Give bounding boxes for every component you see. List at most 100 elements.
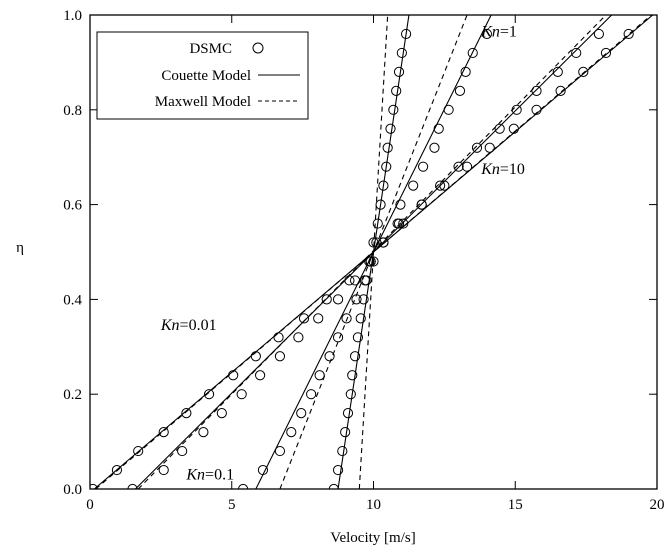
dsmc-point-kn-0.1 (236, 389, 247, 400)
dsmc-point-kn-10 (378, 180, 389, 191)
maxwell-line-kn-10 (358, 15, 389, 489)
dsmc-point-kn-1 (418, 161, 429, 172)
x-axis-title: Velocity [m/s] (330, 530, 415, 546)
y-tick-label: 1.0 (63, 8, 82, 24)
dsmc-point-kn-1 (467, 47, 478, 59)
dsmc-point-kn-10 (372, 218, 383, 229)
y-tick-label: 0.6 (63, 198, 82, 214)
dsmc-point-kn-10 (349, 351, 361, 362)
dsmc-point-kn-1 (341, 313, 352, 324)
dsmc-point-kn-10 (332, 464, 344, 476)
kn-annotation: Kn=0.1 (185, 467, 234, 484)
dsmc-point-kn-0.1 (255, 370, 266, 381)
legend: DSMC Couette Model Maxwell Model (96, 31, 309, 120)
dsmc-point-kn-10 (391, 85, 402, 96)
dsmc-point-kn-10 (381, 161, 392, 172)
dsmc-point-kn-10 (347, 370, 358, 381)
dsmc-point-kn-0.01 (531, 104, 542, 115)
dsmc-point-kn-0.01 (508, 123, 519, 134)
x-tick-label: 15 (508, 497, 523, 513)
dsmc-point-kn-0.01 (321, 294, 332, 305)
dsmc-point-kn-0.1 (274, 351, 286, 362)
dsmc-point-kn-1 (332, 332, 344, 343)
dsmc-point-kn-0.01 (344, 275, 355, 286)
dsmc-point-kn-1 (324, 351, 335, 362)
y-axis-title: η (16, 240, 24, 256)
dsmc-point-kn-10 (382, 142, 393, 153)
x-tick-label: 0 (86, 497, 94, 513)
dsmc-point-kn-0.01 (600, 47, 612, 59)
kn-annotation: Kn=1 (480, 23, 517, 40)
dsmc-point-kn-10 (368, 237, 379, 248)
dsmc-point-kn-1 (460, 66, 471, 77)
dsmc-point-kn-0.1 (349, 275, 361, 286)
annotations-layer: Kn=1 Kn=10 Kn=0.01 Kn=0.1 (160, 23, 525, 483)
dsmc-point-kn-1 (454, 85, 466, 96)
dsmc-point-kn-1 (395, 199, 406, 210)
legend-label-couette: Couette Model (161, 68, 251, 84)
dsmc-point-kn-10 (388, 104, 399, 115)
maxwell-line-kn-0.01 (95, 15, 652, 489)
dsmc-point-kn-0.01 (203, 389, 215, 400)
dsmc-point-kn-10 (375, 199, 386, 210)
dsmc-point-kn-1 (257, 464, 269, 476)
dsmc-point-kn-0.01 (111, 464, 123, 476)
dsmc-point-kn-10 (365, 256, 376, 267)
dsmc-point-kn-1 (378, 237, 389, 248)
dsmc-point-kn-1 (286, 427, 297, 438)
dsmc-point-kn-0.1 (416, 199, 427, 210)
dsmc-point-kn-10 (352, 332, 364, 343)
x-tick-label: 5 (228, 497, 236, 513)
dsmc-point-kn-10 (401, 28, 412, 40)
dsmc-point-kn-0.1 (332, 294, 344, 305)
dsmc-point-kn-10 (340, 427, 351, 438)
dsmc-point-kn-10 (393, 66, 405, 77)
dsmc-point-kn-0.1 (453, 161, 464, 172)
maxwell-line-kn-0.1 (137, 15, 607, 489)
series-layer (90, 15, 654, 489)
dsmc-point-kn-1 (481, 28, 492, 40)
y-tick-label: 0.8 (63, 103, 82, 119)
x-tick-label: 10 (366, 497, 381, 513)
kn-annotation: Kn=0.01 (160, 317, 217, 334)
dsmc-point-kn-0.01 (133, 445, 144, 457)
dsmc-point-kn-0.1 (368, 256, 379, 267)
dsmc-point-kn-0.1 (158, 464, 169, 476)
dsmc-point-kn-0.01 (371, 237, 382, 248)
dsmc-point-kn-0.01 (250, 351, 261, 362)
dsmc-point-kn-1 (314, 370, 325, 381)
dsmc-point-kn-0.01 (578, 66, 589, 77)
dsmc-point-kn-0.01 (484, 142, 495, 153)
dsmc-point-kn-0.1 (494, 123, 505, 134)
y-tick-label: 0.4 (63, 292, 82, 308)
dsmc-point-kn-1 (351, 294, 362, 305)
legend-label-dsmc: DSMC (189, 41, 232, 57)
dsmc-point-kn-1 (429, 142, 440, 153)
dsmc-point-kn-0.1 (593, 28, 604, 40)
kn-annotation: Kn=10 (480, 161, 525, 178)
dsmc-point-kn-10 (337, 445, 348, 457)
dsmc-point-kn-0.1 (216, 408, 227, 419)
dsmc-point-kn-0.01 (555, 85, 566, 96)
y-tick-label: 0.0 (63, 482, 82, 498)
ticks-layer: 0 5 10 15 20 0.0 0.2 0.4 0.6 0.8 1.0 (63, 8, 664, 513)
dsmc-point-kn-0.01 (228, 370, 239, 381)
legend-marker-circle (252, 42, 264, 54)
dsmc-point-kn-0.1 (552, 66, 563, 77)
dsmc-point-kn-1 (408, 180, 419, 191)
dsmc-point-kn-1 (296, 408, 307, 419)
dsmc-point-kn-0.01 (273, 332, 284, 343)
dsmc-point-kn-1 (274, 445, 286, 457)
dsmc-point-kn-10 (361, 275, 372, 286)
dsmc-point-kn-0.1 (435, 180, 446, 191)
dsmc-point-kn-0.1 (293, 332, 304, 343)
dsmc-point-kn-0.1 (313, 313, 324, 324)
dsmc-point-kn-1 (392, 218, 403, 229)
dsmc-point-kn-10 (358, 294, 369, 305)
dsmc-point-kn-10 (355, 313, 366, 324)
dsmc-point-kn-0.1 (531, 85, 542, 96)
dsmc-point-kn-0.1 (177, 445, 188, 457)
dsmc-point-kn-10 (385, 123, 396, 134)
dsmc-point-kn-0.1 (398, 218, 409, 229)
